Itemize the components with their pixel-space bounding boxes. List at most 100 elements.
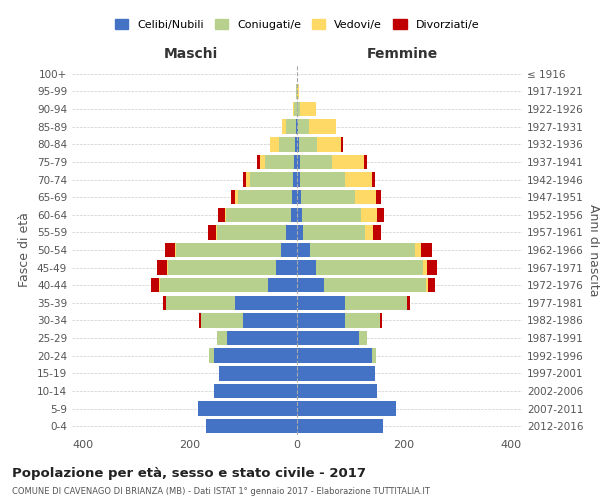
Bar bbox=[297, 296, 345, 310]
Bar bbox=[166, 296, 235, 310]
Bar bbox=[265, 154, 295, 169]
Bar bbox=[317, 137, 341, 152]
Bar bbox=[355, 190, 376, 204]
Bar bbox=[260, 154, 265, 169]
Bar bbox=[297, 243, 310, 257]
Bar bbox=[238, 190, 292, 204]
Bar bbox=[376, 190, 380, 204]
Bar bbox=[421, 243, 432, 257]
Bar bbox=[427, 260, 437, 275]
Bar bbox=[199, 314, 200, 328]
Bar bbox=[297, 419, 383, 434]
Bar bbox=[309, 120, 335, 134]
Bar bbox=[218, 208, 224, 222]
Bar bbox=[209, 348, 214, 363]
Bar bbox=[257, 154, 260, 169]
Bar bbox=[297, 402, 396, 416]
Bar bbox=[302, 208, 361, 222]
Bar bbox=[345, 296, 407, 310]
Bar bbox=[293, 102, 295, 117]
Bar bbox=[292, 190, 297, 204]
Bar bbox=[220, 366, 297, 380]
Bar bbox=[231, 190, 235, 204]
Bar bbox=[415, 243, 421, 257]
Bar bbox=[297, 190, 301, 204]
Bar bbox=[297, 384, 377, 398]
Bar bbox=[299, 102, 316, 117]
Y-axis label: Fasce di età: Fasce di età bbox=[19, 212, 31, 288]
Bar bbox=[200, 314, 244, 328]
Bar bbox=[297, 154, 299, 169]
Bar bbox=[372, 348, 376, 363]
Bar bbox=[280, 137, 295, 152]
Bar bbox=[341, 137, 343, 152]
Bar bbox=[286, 120, 296, 134]
Bar bbox=[206, 419, 297, 434]
Bar bbox=[224, 208, 226, 222]
Bar bbox=[296, 120, 297, 134]
Bar bbox=[297, 314, 345, 328]
Bar bbox=[301, 190, 355, 204]
Bar bbox=[297, 102, 299, 117]
Text: Femmine: Femmine bbox=[367, 48, 439, 62]
Bar bbox=[157, 260, 167, 275]
Bar bbox=[226, 208, 290, 222]
Bar bbox=[361, 208, 377, 222]
Bar bbox=[160, 278, 268, 292]
Bar bbox=[281, 243, 297, 257]
Bar bbox=[269, 137, 280, 152]
Bar bbox=[175, 243, 176, 257]
Bar bbox=[297, 331, 359, 345]
Bar bbox=[198, 402, 297, 416]
Bar bbox=[227, 331, 297, 345]
Bar bbox=[297, 120, 298, 134]
Text: Maschi: Maschi bbox=[164, 48, 218, 62]
Bar bbox=[332, 154, 364, 169]
Bar bbox=[365, 225, 373, 240]
Bar bbox=[295, 154, 297, 169]
Bar bbox=[217, 331, 227, 345]
Bar bbox=[164, 243, 175, 257]
Bar bbox=[316, 260, 423, 275]
Bar bbox=[425, 278, 428, 292]
Bar bbox=[304, 225, 365, 240]
Bar bbox=[423, 260, 427, 275]
Bar bbox=[235, 190, 238, 204]
Bar bbox=[217, 225, 286, 240]
Bar bbox=[215, 225, 217, 240]
Bar bbox=[297, 225, 304, 240]
Bar bbox=[214, 348, 297, 363]
Bar bbox=[324, 278, 425, 292]
Bar bbox=[373, 225, 381, 240]
Bar bbox=[244, 314, 297, 328]
Bar bbox=[299, 172, 345, 186]
Bar bbox=[235, 296, 297, 310]
Bar bbox=[282, 120, 286, 134]
Bar bbox=[345, 172, 372, 186]
Bar bbox=[245, 172, 250, 186]
Bar bbox=[208, 225, 215, 240]
Bar bbox=[297, 137, 299, 152]
Bar bbox=[151, 278, 160, 292]
Bar bbox=[293, 172, 297, 186]
Bar bbox=[359, 331, 367, 345]
Text: COMUNE DI CAVENAGO DI BRIANZA (MB) - Dati ISTAT 1° gennaio 2017 - Elaborazione T: COMUNE DI CAVENAGO DI BRIANZA (MB) - Dat… bbox=[12, 488, 430, 496]
Bar bbox=[297, 84, 299, 98]
Bar bbox=[290, 208, 297, 222]
Bar bbox=[167, 260, 169, 275]
Bar bbox=[286, 225, 297, 240]
Bar bbox=[310, 243, 415, 257]
Bar bbox=[268, 278, 297, 292]
Bar bbox=[428, 278, 434, 292]
Bar bbox=[299, 154, 332, 169]
Bar bbox=[163, 296, 166, 310]
Bar bbox=[298, 120, 309, 134]
Legend: Celibi/Nubili, Coniugati/e, Vedovi/e, Divorziati/e: Celibi/Nubili, Coniugati/e, Vedovi/e, Di… bbox=[115, 19, 479, 30]
Bar bbox=[377, 208, 384, 222]
Bar bbox=[297, 348, 372, 363]
Bar bbox=[297, 260, 316, 275]
Bar bbox=[275, 260, 297, 275]
Bar bbox=[380, 314, 382, 328]
Bar bbox=[176, 243, 281, 257]
Bar bbox=[243, 172, 245, 186]
